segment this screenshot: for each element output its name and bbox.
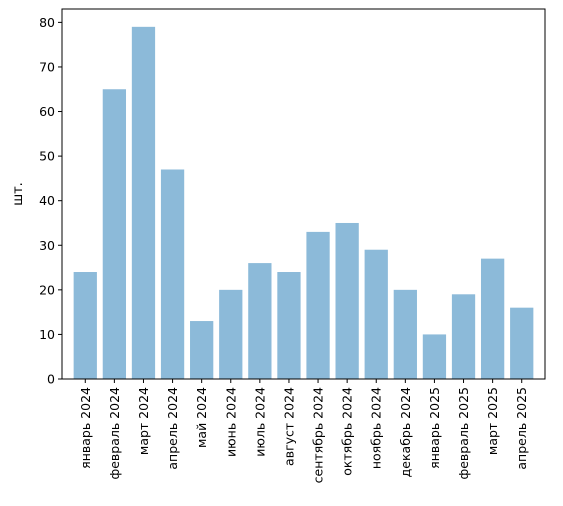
bar <box>422 334 447 379</box>
bar <box>306 231 330 379</box>
y-tick-label: 30 <box>39 238 55 253</box>
bar <box>219 289 243 379</box>
bar <box>335 222 359 379</box>
y-tick-label: 80 <box>39 15 55 30</box>
y-tick-label: 0 <box>47 372 55 387</box>
x-tick-label: август 2024 <box>281 387 296 466</box>
x-tick-label: ноябрь 2024 <box>369 387 384 469</box>
x-tick-label: май 2024 <box>194 387 209 448</box>
bar <box>160 169 185 379</box>
x-tick-label: сентябрь 2024 <box>311 387 326 483</box>
y-tick-label: 20 <box>39 282 55 297</box>
x-tick-label: февраль 2025 <box>456 387 471 479</box>
bar <box>510 307 534 379</box>
bar <box>480 258 505 379</box>
y-tick-label: 60 <box>39 104 55 119</box>
bar <box>248 263 272 379</box>
x-tick-label: апрель 2025 <box>514 387 529 470</box>
plot-frame <box>61 8 546 380</box>
bar <box>364 249 388 379</box>
y-axis: 0 10 20 30 40 50 60 70 80 <box>39 15 62 387</box>
bar <box>451 294 476 379</box>
x-tick-label: январь 2025 <box>427 387 442 469</box>
y-tick-label: 10 <box>39 327 55 342</box>
x-tick-label: январь 2024 <box>78 387 93 469</box>
x-tick-label: апрель 2024 <box>165 387 180 470</box>
bar <box>73 272 97 379</box>
x-tick-label: декабрь 2024 <box>398 387 413 477</box>
x-tick-label: март 2024 <box>136 387 151 455</box>
x-tick-label: июнь 2024 <box>223 387 238 457</box>
x-tick-label: март 2025 <box>485 387 500 455</box>
y-tick-label: 40 <box>39 193 55 208</box>
x-tick-label: февраль 2024 <box>107 387 122 480</box>
bar <box>131 26 156 379</box>
x-axis: январь 2024 февраль 2024 март 2024 апрель 2… <box>78 379 529 483</box>
bars-group <box>73 26 534 379</box>
bar <box>102 89 127 379</box>
y-axis-label: шт. <box>11 182 26 206</box>
bar <box>190 321 214 379</box>
bar <box>277 272 301 379</box>
x-tick-label: октябрь 2024 <box>340 387 355 476</box>
x-tick-label: июль 2024 <box>252 387 267 457</box>
y-tick-label: 50 <box>39 149 55 164</box>
y-tick-label: 70 <box>39 59 55 74</box>
bar <box>393 289 417 379</box>
